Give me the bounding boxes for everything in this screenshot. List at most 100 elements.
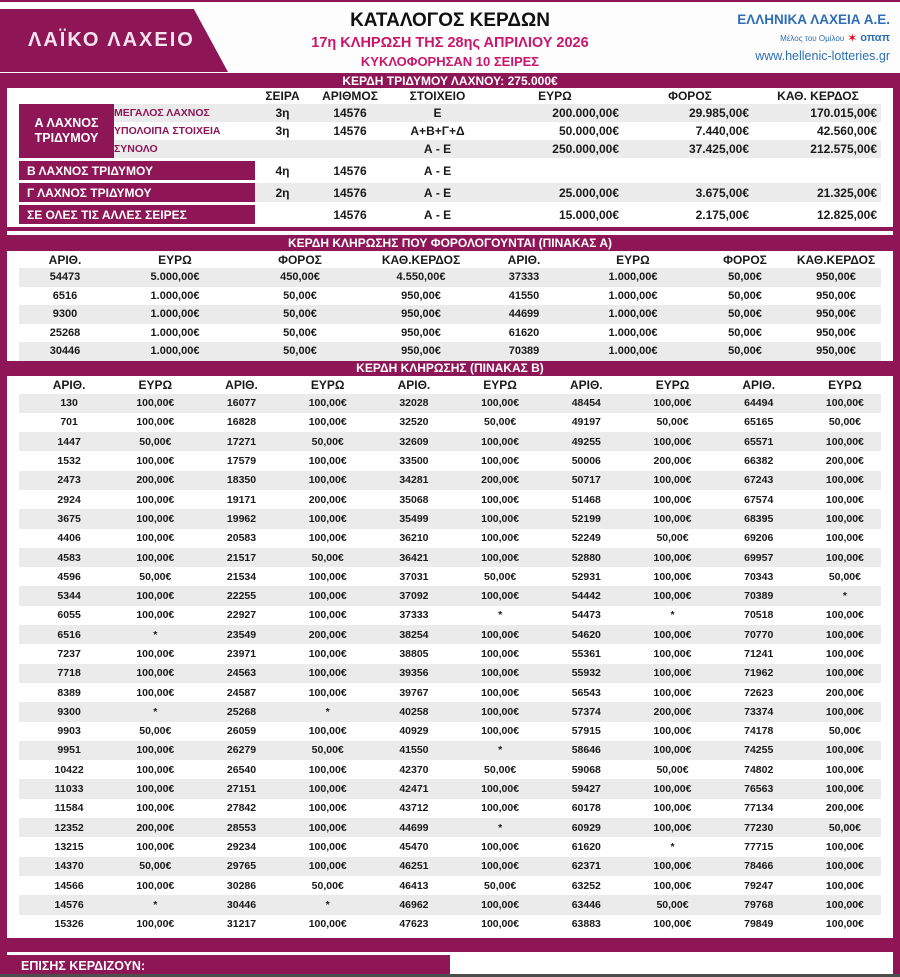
winning-number-cell: 24587: [226, 686, 257, 699]
euro-cell: 100,00€: [481, 512, 520, 525]
winning-number-cell: 10422: [54, 763, 84, 776]
euro-cell: 100,00€: [308, 474, 347, 487]
euro-cell: 200,00€: [825, 455, 864, 468]
laxnos-band-row: Γ ΛΑΧΝΟΣ ΤΡΙΔΥΜΟΥ 2η 14576 Α - Ε 25.000,00€ 3…: [19, 183, 881, 202]
euro-cell: 200,00€: [653, 455, 692, 468]
winning-number-cell: 32520: [399, 416, 429, 429]
euro-cell: 50,00€: [311, 879, 344, 892]
winning-number-cell: 45470: [399, 840, 429, 853]
winning-number-cell: 4406: [57, 532, 81, 545]
euro-cell: 100,00€: [136, 744, 175, 757]
tridymos-col-header: ΕΥΡΩ: [538, 89, 572, 103]
euro-cell: 50,00€: [484, 416, 517, 429]
winning-number-cell: 79768: [744, 898, 774, 911]
winning-number-cell: 36421: [399, 551, 429, 564]
euro-cell: 100,00€: [308, 570, 347, 583]
euro-cell: 100,00€: [136, 512, 175, 525]
euro-cell: 100,00€: [481, 590, 520, 603]
tax-cell: 50,00€: [728, 308, 762, 321]
table-b-col-header: ΕΥΡΩ: [828, 377, 862, 392]
tax-cell: 450,00€: [280, 271, 320, 284]
net-cell: 212.575,00€: [810, 142, 877, 156]
winning-number-cell: 37031: [399, 570, 429, 583]
euro-cell: 100,00€: [308, 648, 347, 660]
winning-number-cell: 22927: [226, 609, 257, 622]
net-cell: 950,00€: [816, 326, 856, 339]
euro-cell: 100,00€: [653, 918, 692, 931]
winning-number-cell: 54473: [571, 609, 601, 622]
winning-number-cell: 52199: [571, 512, 601, 525]
table-b-title-bar: ΚΕΡΔΗ ΚΛΗΡΩΣΗΣ (ΠΙΝΑΚΑΣ Β): [7, 360, 893, 376]
laxnos-band-label: Γ ΛΑΧΝΟΣ ΤΡΙΔΥΜΟΥ: [19, 183, 255, 202]
website-link[interactable]: www.hellenic-lotteries.gr: [755, 49, 890, 63]
euro-cell: 100,00€: [481, 455, 520, 468]
winning-number-cell: 69206: [744, 532, 774, 545]
winning-number-cell: 39767: [399, 686, 429, 699]
euro-cell: 100,00€: [653, 590, 692, 603]
table-a-header-row: ΑΡΙΘ. ΕΥΡΩ ΦΟΡΟΣ ΚΑΘ.ΚΕΡΔΟΣ ΑΡΙΘ. ΕΥΡΩ ΦΟΡΟΣ ΚΑ…: [19, 251, 881, 268]
winning-number-cell: 56543: [571, 686, 601, 699]
euro-cell: 100,00€: [825, 474, 864, 487]
divider-strip: [7, 227, 893, 231]
table-a-row: 54473 5.000,00€ 450,00€ 4.550,00€ 37333 1.000…: [19, 268, 881, 287]
euro-cell: 50,00€: [828, 821, 861, 834]
tax-cell: 3.675,00€: [695, 185, 749, 200]
net-cell: 4.550,00€: [396, 271, 446, 284]
winning-number-cell: 39356: [399, 667, 429, 680]
euro-cell: 100,00€: [481, 397, 520, 410]
winning-number-cell: 61620: [508, 326, 540, 339]
winning-number-cell: 21517: [226, 551, 257, 564]
a-laxnos-label: Α ΛΑΧΝΟΣ ΤΡΙΔΥΜΟΥ: [19, 104, 114, 158]
euro-cell: 100,00€: [308, 686, 347, 699]
winning-number-cell: 16077: [226, 397, 257, 410]
winning-number-cell: 77230: [744, 821, 774, 834]
euro-cell: 100,00€: [308, 802, 347, 815]
euro-cell: 100,00€: [136, 590, 175, 603]
winning-number-cell: 29765: [226, 860, 257, 873]
table-b-row: 4596 50,00€ 21534 100,00€ 37031 50,00€ 52931 10…: [19, 567, 881, 587]
winning-number-cell: 21534: [226, 570, 257, 583]
euro-cell: 100,00€: [825, 551, 864, 564]
winning-number-cell: 12352: [54, 821, 84, 834]
winning-number-cell: 63252: [571, 879, 601, 892]
winning-number-cell: 27151: [226, 783, 257, 796]
euro-cell: 100,00€: [136, 802, 175, 815]
winning-number-cell: 42370: [399, 763, 429, 776]
euro-cell: 1.000,00€: [150, 308, 200, 321]
opap-star-icon: ✶: [847, 31, 858, 45]
table-b-row: 10422 100,00€ 26540 100,00€ 42370 50,00€ 59068…: [19, 760, 881, 780]
table-b-row: 8389 100,00€ 24587 100,00€ 39767 100,00€ 56543…: [19, 682, 881, 703]
winning-number-cell: 37333: [508, 271, 540, 284]
header-right: ΕΛΛΗΝΙΚΑ ΛΑΧΕΙΑ Α.Ε. Μέλος του Ομίλου ✶ …: [700, 12, 890, 63]
euro-cell: 100,00€: [653, 686, 692, 699]
net-cell: 950,00€: [816, 271, 856, 284]
table-a-col-header: ΕΥΡΩ: [158, 252, 192, 267]
tax-cell: 50,00€: [283, 308, 317, 321]
table-b-row: 1532 100,00€ 17579 100,00€ 33500 100,00€ 50006…: [19, 451, 881, 471]
winning-number-cell: 51468: [571, 493, 601, 506]
winning-number-cell: 14370: [54, 860, 84, 873]
stoixeio-cell: Α - Ε: [423, 207, 452, 222]
table-b-row: 9903 50,00€ 26059 100,00€ 40929 100,00€ 57915 1…: [19, 721, 881, 741]
winning-number-cell: 69957: [744, 551, 774, 564]
winning-number-cell: 6055: [57, 609, 81, 622]
winning-number-cell: 33500: [399, 455, 429, 468]
tridymos-header-row: ΣΕΙΡΑ ΑΡΙΘΜΟΣ ΣΤΟΙΧΕΙΟ ΕΥΡΩ ΦΟΡΟΣ ΚΑΘ. ΚΕΡΔΟΣ: [19, 88, 881, 104]
content-frame: ΚΕΡΔΗ ΤΡΙΔΥΜΟΥ ΛΑΧΝΟΥ: 275.000€ ΣΕΙΡΑ ΑΡΙ…: [0, 73, 900, 977]
table-a-col-header: ΦΟΡΟΣ: [278, 252, 322, 267]
laxnos-band-row: ΣΕ ΟΛΕΣ ΤΙΣ ΑΛΛΕΣ ΣΕΙΡΕΣ 14576 Α - Ε 15.000…: [19, 205, 881, 224]
euro-cell: 100,00€: [136, 840, 175, 853]
bottom-edge-line: [0, 974, 900, 977]
table-b-row: 15326 100,00€ 31217 100,00€ 47623 100,00€ 6388…: [19, 914, 881, 934]
winning-number-cell: 59068: [571, 763, 601, 776]
winning-number-cell: 57374: [571, 705, 601, 718]
table-b: ΑΡΙΘ. ΕΥΡΩ ΑΡΙΘ. ΕΥΡΩ ΑΡΙΘ. ΕΥΡΩ ΑΡΙΘ. ΕΥΡΩ ΑΡΙΘ…: [7, 376, 893, 935]
winning-number-cell: 64494: [744, 397, 774, 410]
euro-cell: 50,00€: [484, 763, 517, 776]
tridymos-col-header: ΣΕΙΡΑ: [265, 89, 300, 103]
winning-number-cell: 4583: [57, 551, 81, 564]
winning-number-cell: 49197: [571, 416, 601, 429]
winning-number-cell: 62371: [571, 860, 601, 873]
a-laxnos-row: ΜΕΓΑΛΟΣ ΛΑΧΝΟΣ 3η 14576 Ε 200.000,00€ 29.985,…: [114, 104, 881, 122]
